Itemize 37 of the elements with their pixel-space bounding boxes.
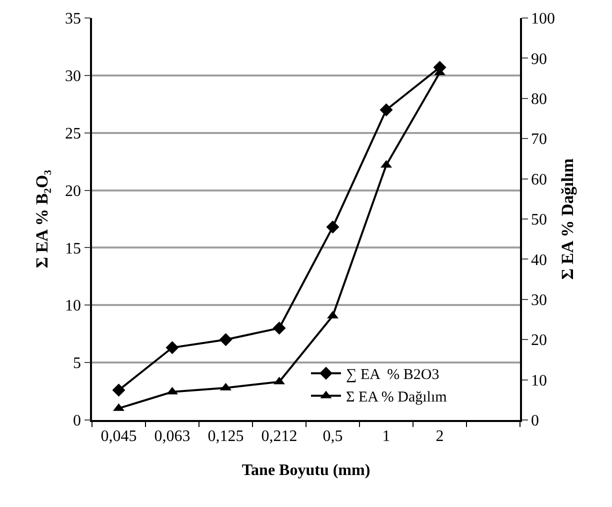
y2-axis-title: Σ EA % Dağılım <box>558 158 577 280</box>
y-tick-label: 10 <box>65 298 82 315</box>
y2-tick-label: 10 <box>530 372 547 390</box>
y-tick-label: 5 <box>73 355 82 372</box>
y-tick-label: 0 <box>73 412 82 430</box>
y2-tick-label: 40 <box>530 252 547 269</box>
y2-tick-label: 50 <box>530 212 547 229</box>
legend-label: Σ EA % Dağılım <box>346 390 448 406</box>
x-tick-label: 0,5 <box>322 428 343 445</box>
x-tick-label: 0,045 <box>100 428 137 445</box>
point <box>219 333 232 346</box>
y-tick-label: 20 <box>65 182 82 200</box>
x-axis-title: Tane Boyutu (mm) <box>242 462 370 480</box>
point <box>326 220 340 234</box>
y2-tick-label: 0 <box>530 412 539 430</box>
y-tick-label: 25 <box>65 125 82 142</box>
y2-tick-label: 60 <box>530 171 547 188</box>
y2-tick-label: 20 <box>530 332 547 350</box>
y-tick-label: 15 <box>65 240 82 258</box>
x-tick-label: 1 <box>382 428 390 445</box>
x-tick-label: 0,063 <box>154 428 190 445</box>
y2-tick-label: 30 <box>530 292 547 309</box>
y-tick-label: 30 <box>65 68 82 86</box>
x-tick-label: 0,125 <box>208 428 244 445</box>
point <box>272 322 286 335</box>
y2-tick-label: 100 <box>530 10 555 28</box>
point <box>112 384 126 397</box>
x-tick-label: 0,212 <box>261 428 298 445</box>
y2-tick-label: 80 <box>530 91 547 108</box>
point <box>380 103 393 116</box>
y-axis-title: Σ EA % B₂O₃ <box>32 170 52 268</box>
y2-tick-label: 90 <box>530 50 547 68</box>
point <box>166 341 179 354</box>
y-tick-label: 35 <box>65 10 82 28</box>
x-tick-label: 2 <box>436 428 444 445</box>
legend-label: ∑ EA % B2O3 <box>346 367 440 384</box>
y2-tick-label: 70 <box>530 131 547 148</box>
